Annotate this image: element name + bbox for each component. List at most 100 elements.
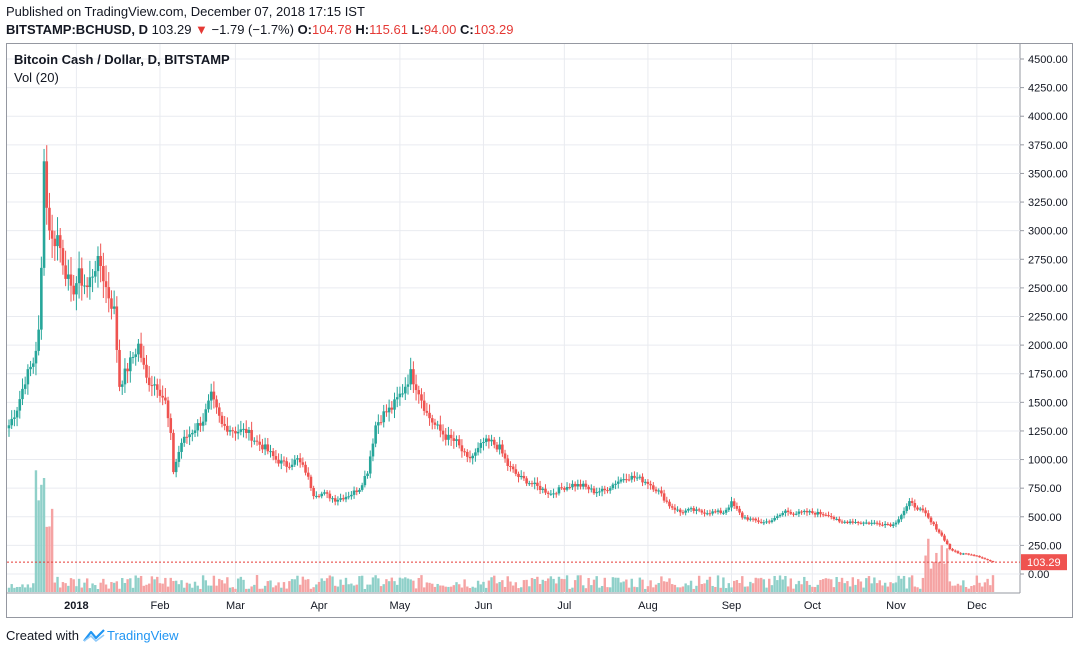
candle-body bbox=[85, 285, 89, 288]
candle-body bbox=[670, 506, 674, 508]
candle-body bbox=[805, 510, 809, 513]
candle-body bbox=[387, 407, 391, 413]
volume-bar bbox=[164, 577, 167, 592]
volume-bar bbox=[377, 578, 380, 592]
candle-body bbox=[530, 483, 534, 485]
candle-body bbox=[767, 521, 771, 523]
volume-bar bbox=[315, 584, 318, 592]
volume-bar bbox=[177, 584, 181, 592]
candle-body bbox=[110, 298, 113, 309]
candle-body bbox=[495, 444, 499, 450]
tradingview-brand-link[interactable]: TradingView bbox=[106, 628, 179, 643]
volume-bar bbox=[848, 586, 852, 592]
volume-bar bbox=[234, 588, 237, 592]
volume-bar bbox=[355, 584, 358, 592]
volume-bar bbox=[967, 588, 970, 592]
volume-bar bbox=[245, 588, 248, 592]
candle-body bbox=[595, 492, 599, 494]
volume-bar bbox=[439, 585, 442, 592]
candle-body bbox=[622, 479, 625, 481]
high-value: 115.61 bbox=[369, 22, 408, 37]
candle-body bbox=[878, 523, 882, 525]
volume-bar bbox=[112, 582, 116, 592]
candle-body bbox=[838, 518, 841, 522]
candle-body bbox=[271, 451, 275, 457]
candle-body bbox=[31, 363, 35, 367]
candle-body bbox=[37, 329, 40, 351]
y-tick-label: 3500.00 bbox=[1028, 168, 1068, 180]
volume-bar bbox=[865, 578, 868, 592]
candle-body bbox=[913, 503, 917, 508]
candle-body bbox=[255, 440, 259, 442]
candle-body bbox=[619, 479, 623, 482]
candle-body bbox=[991, 561, 995, 563]
candle-body bbox=[792, 513, 795, 515]
volume-bar bbox=[511, 585, 515, 592]
last-price-label: 103.29 bbox=[1027, 557, 1061, 569]
volume-bar bbox=[174, 580, 178, 592]
candle-body bbox=[142, 357, 146, 365]
volume-bar bbox=[85, 578, 89, 592]
volume-bar bbox=[732, 580, 736, 592]
volume-bar bbox=[449, 586, 453, 592]
volume-bar bbox=[239, 576, 243, 592]
volume-bar bbox=[789, 578, 793, 592]
candle-body bbox=[234, 431, 237, 434]
candle-body bbox=[546, 492, 550, 494]
volume-bar bbox=[854, 584, 857, 592]
tradingview-logo-icon bbox=[83, 628, 105, 642]
volume-bar bbox=[905, 588, 908, 592]
volume-bar bbox=[185, 582, 189, 592]
candle-body bbox=[69, 274, 73, 286]
candle-body bbox=[201, 421, 205, 426]
volume-bar bbox=[608, 587, 612, 592]
volume-bar bbox=[495, 583, 499, 592]
candle-body bbox=[363, 475, 367, 486]
candle-body bbox=[83, 285, 86, 287]
candle-body bbox=[293, 459, 297, 465]
candle-body bbox=[662, 493, 666, 501]
candle-body bbox=[579, 484, 582, 487]
candle-body bbox=[174, 461, 178, 473]
candle-body bbox=[403, 386, 407, 394]
candle-body bbox=[749, 518, 752, 520]
y-tick-label: 3750.00 bbox=[1028, 140, 1068, 152]
volume-bar bbox=[703, 583, 706, 592]
volume-bar bbox=[183, 587, 186, 592]
candle-body bbox=[7, 425, 11, 429]
volume-bar bbox=[832, 587, 836, 592]
volume-bar bbox=[757, 578, 760, 592]
volume-bar bbox=[538, 584, 542, 592]
volume-bar bbox=[649, 580, 652, 592]
candle-body bbox=[514, 469, 518, 474]
candle-body bbox=[377, 422, 380, 426]
volume-bar bbox=[29, 587, 32, 592]
volume-bar bbox=[228, 587, 232, 592]
candle-body bbox=[325, 492, 329, 494]
candle-body bbox=[75, 283, 78, 295]
volume-bar bbox=[746, 586, 749, 592]
candle-body bbox=[646, 481, 650, 484]
candle-body bbox=[738, 508, 741, 513]
x-tick-label: Dec bbox=[967, 600, 987, 612]
volume-bar bbox=[487, 580, 491, 592]
candle-body bbox=[395, 397, 399, 400]
volume-bar bbox=[107, 588, 110, 592]
candle-body bbox=[120, 384, 124, 387]
volume-bar bbox=[625, 579, 628, 592]
candle-body bbox=[757, 520, 760, 522]
volume-bar bbox=[719, 587, 722, 592]
candle-body bbox=[137, 343, 140, 355]
volume-bar bbox=[344, 577, 348, 592]
candle-body bbox=[93, 271, 97, 277]
volume-bar bbox=[875, 583, 879, 592]
volume-bar bbox=[983, 582, 987, 592]
volume-bar bbox=[781, 579, 784, 592]
volume-bar bbox=[838, 581, 841, 592]
candle-body bbox=[266, 444, 270, 452]
volume-bar bbox=[67, 585, 70, 592]
volume-bar bbox=[191, 587, 194, 592]
volume-bar bbox=[247, 588, 251, 592]
candle-body bbox=[635, 477, 639, 479]
